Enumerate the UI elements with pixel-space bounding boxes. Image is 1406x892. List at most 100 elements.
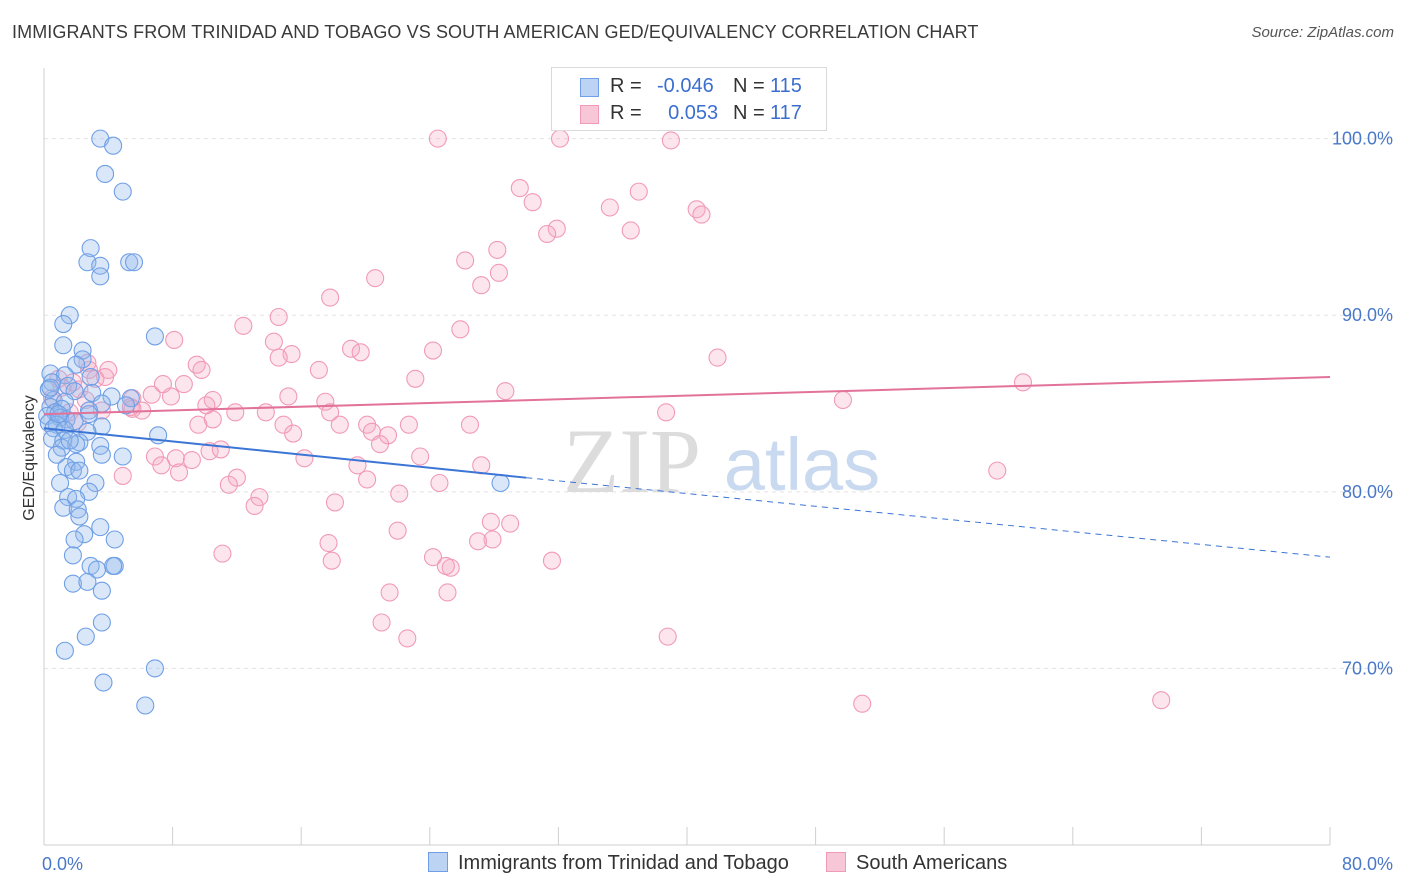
data-point-blue: [113, 182, 132, 201]
data-point-pink: [309, 360, 328, 380]
data-point-pink: [472, 456, 491, 475]
data-point-pink: [166, 449, 185, 468]
data-point-pink: [142, 385, 161, 404]
data-point-pink: [661, 131, 680, 150]
data-point-pink: [538, 224, 557, 244]
data-point-pink: [411, 447, 430, 466]
data-point-pink: [430, 473, 449, 493]
data-point-blue: [102, 387, 121, 406]
data-point-pink: [657, 403, 676, 422]
x-tick-label: 80.0%: [1342, 854, 1393, 874]
data-point-blue: [41, 378, 60, 397]
data-point-pink: [279, 387, 298, 406]
data-point-blue: [65, 530, 84, 549]
bottom-legend-pink: South Americans: [826, 852, 1007, 875]
data-point-blue: [104, 556, 123, 576]
data-point-pink: [523, 193, 542, 212]
data-point-pink: [988, 461, 1007, 480]
data-point-blue: [86, 473, 105, 493]
bottom-legend-blue: Immigrants from Trinidad and Tobago: [428, 852, 789, 875]
y-tick-label: 100.0%: [1332, 129, 1393, 149]
legend-swatch-pink: [580, 105, 599, 124]
chart-title: IMMIGRANTS FROM TRINIDAD AND TOBAGO VS S…: [12, 22, 979, 42]
legend-n-value: 117: [770, 102, 802, 124]
data-point-blue: [70, 461, 89, 480]
data-point-pink: [256, 403, 275, 422]
data-point-pink: [692, 205, 711, 224]
data-point-pink: [351, 343, 370, 362]
data-point-pink: [423, 548, 443, 567]
data-point-pink: [264, 332, 283, 351]
data-point-pink: [370, 435, 390, 454]
bottom-swatch-pink: [826, 852, 846, 872]
data-point-blue: [63, 574, 82, 593]
data-point-blue: [54, 336, 73, 355]
data-point-pink: [708, 348, 727, 367]
stats-legend: R = -0.046 N = 115 R = 0.053 N = 117: [551, 67, 827, 131]
data-point-blue: [104, 136, 123, 155]
data-point-pink: [658, 627, 677, 646]
data-point-pink: [600, 198, 619, 217]
data-point-pink: [550, 129, 570, 148]
data-point-blue: [63, 461, 82, 480]
data-point-pink: [456, 251, 475, 270]
data-point-pink: [269, 307, 288, 327]
data-point-blue: [79, 405, 99, 424]
trend-lines: [43, 376, 1331, 558]
data-point-pink: [226, 403, 245, 422]
data-point-pink: [145, 447, 164, 466]
data-point-pink: [390, 484, 409, 503]
watermark-atlas: atlas: [724, 423, 880, 506]
data-point-blue: [63, 546, 82, 565]
data-point-pink: [321, 403, 340, 422]
data-point-blue: [54, 315, 73, 334]
data-point-blue: [91, 267, 110, 286]
data-point-pink: [460, 415, 480, 434]
trend-line-pink: [43, 376, 1331, 416]
data-point-blue: [120, 253, 139, 272]
x-tick-labels: 0.0% 80.0%: [42, 854, 1393, 874]
data-point-pink: [1152, 691, 1171, 710]
data-point-blue: [92, 581, 111, 600]
data-point-blue: [78, 572, 97, 591]
data-point-pink: [250, 488, 269, 507]
data-point-pink: [436, 556, 455, 576]
data-point-pink: [468, 532, 488, 551]
grid-lines: [44, 138, 1393, 669]
data-point-blue: [145, 659, 164, 678]
data-point-blue: [51, 473, 70, 493]
data-point-pink: [833, 390, 852, 410]
data-point-pink: [165, 330, 184, 350]
data-point-blue: [136, 696, 155, 715]
data-point-blue: [81, 239, 100, 258]
data-point-blue: [68, 500, 87, 519]
data-point-pink: [366, 269, 385, 288]
y-tick-label: 80.0%: [1342, 482, 1393, 502]
data-point-blue: [92, 445, 111, 464]
legend-n-label: N =: [733, 75, 765, 97]
data-point-pink: [388, 521, 407, 540]
legend-r-label: R =: [610, 102, 642, 124]
data-point-pink: [325, 493, 345, 512]
data-point-pink: [187, 355, 206, 374]
data-point-pink: [234, 316, 253, 335]
data-point-pink: [547, 219, 566, 238]
legend-r-value: 0.053: [657, 102, 718, 125]
data-point-pink: [189, 415, 208, 434]
data-point-pink: [341, 339, 361, 358]
data-point-pink: [153, 375, 173, 394]
legend-r-label: R =: [610, 75, 642, 97]
trend-line-blue-dashed: [526, 477, 1331, 558]
axes: [43, 68, 1331, 846]
data-point-pink: [330, 415, 349, 434]
data-point-pink: [629, 182, 648, 201]
data-point-pink: [687, 200, 706, 219]
data-point-pink: [501, 514, 520, 533]
data-point-pink: [319, 533, 338, 553]
data-point-blue: [113, 447, 132, 466]
data-point-pink: [380, 583, 399, 602]
data-point-pink: [451, 320, 470, 339]
data-point-blue: [75, 525, 94, 544]
y-tick-label: 70.0%: [1342, 658, 1393, 678]
